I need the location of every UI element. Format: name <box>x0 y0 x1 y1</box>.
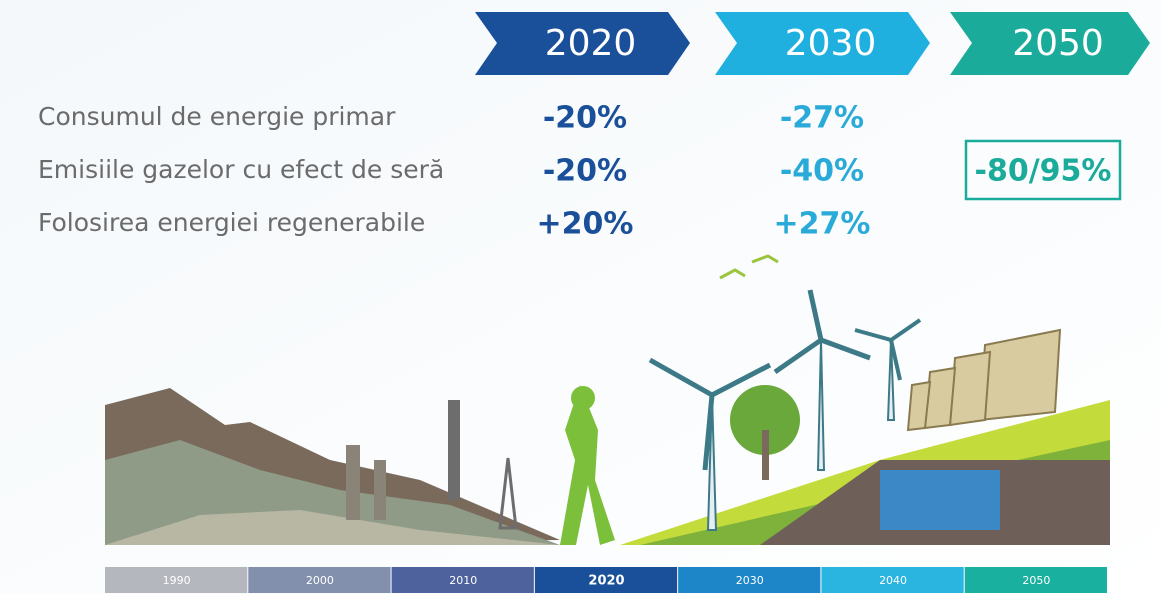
timeline-label: 2030 <box>736 574 764 587</box>
row-label: Emisiile gazelor cu efect de seră <box>38 155 444 184</box>
water <box>880 470 1000 530</box>
chimney <box>374 460 386 520</box>
year-label: 2050 <box>1012 23 1104 64</box>
target-value: -27% <box>780 101 864 136</box>
target-value: -20% <box>543 101 627 136</box>
timeline: 1990 2000 2010 2020 2030 2040 2050 <box>105 567 1107 593</box>
infographic: 2020 2030 2050 Consumul de energie primar -… <box>0 0 1161 594</box>
row-label: Consumul de energie primar <box>38 102 396 131</box>
target-value: +20% <box>537 207 634 242</box>
target-value: +27% <box>774 207 871 242</box>
timeline-label: 2010 <box>449 574 477 587</box>
timeline-label: 2020 <box>588 574 624 589</box>
target-value: -20% <box>543 154 627 189</box>
year-label: 2030 <box>785 23 877 64</box>
timeline-label: 1990 <box>163 574 191 587</box>
tree-trunk <box>762 430 769 480</box>
year-arrows: 2020 2030 2050 <box>475 12 1150 75</box>
timeline-label: 2050 <box>1022 574 1050 587</box>
timeline-label: 2040 <box>879 574 907 587</box>
row-label: Folosirea energiei regenerabile <box>38 208 425 237</box>
target-value: -40% <box>780 154 864 189</box>
timeline-label: 2000 <box>306 574 334 587</box>
target-value: -80/95% <box>975 154 1112 189</box>
chimney <box>346 445 360 520</box>
chimney <box>448 400 460 500</box>
year-label: 2020 <box>545 23 637 64</box>
person-head <box>571 386 595 410</box>
